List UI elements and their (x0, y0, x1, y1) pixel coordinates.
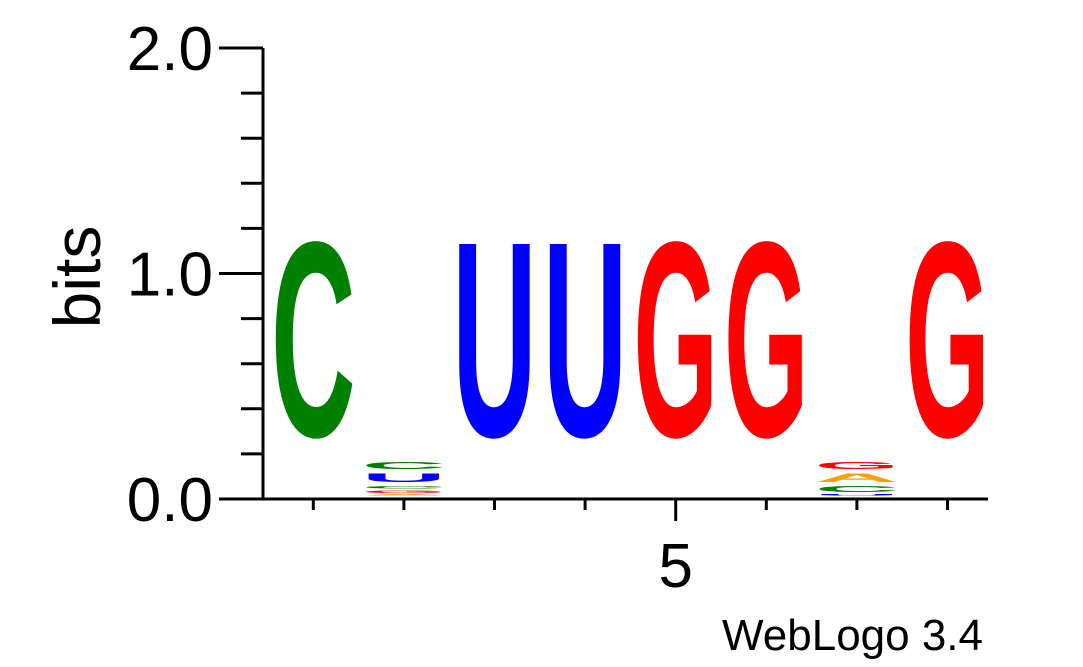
logo-letter-U: U (815, 494, 900, 496)
logo-column-5: G (633, 183, 718, 495)
y-axis-label: bits (40, 226, 114, 329)
logo-letter-G: G (815, 460, 900, 471)
y-tick-label: 2.0 (127, 15, 213, 84)
logo-column-3: U (452, 184, 537, 496)
logo-column-8: G (905, 183, 990, 495)
y-tick-label: 0.0 (127, 466, 213, 535)
y-tick-label: 1.0 (127, 241, 213, 310)
logo-letter-G: G (633, 183, 718, 495)
weblogo-watermark: WebLogo 3.4 (722, 611, 983, 660)
x-tick-label: 5 (658, 532, 692, 601)
logo-letter-C: C (815, 485, 900, 494)
logo-letter-G: G (362, 489, 447, 494)
logo-letter-C: C (362, 460, 447, 471)
x-ticks: 5 (311, 499, 949, 601)
logo-letter-U: U (362, 471, 447, 485)
axes: 0.0 1.0 2.0 5 (127, 15, 988, 601)
logo-letter-A: A (362, 494, 447, 496)
logo-column-6: G (724, 183, 809, 495)
logo-column-4: U (543, 184, 628, 496)
logo-letter-G: G (724, 183, 809, 495)
logo-letter-C: C (362, 485, 447, 490)
logo-letter-C: C (271, 184, 356, 496)
y-ticks: 0.0 1.0 2.0 (127, 15, 263, 535)
logo-letter-G: G (905, 183, 990, 495)
logo-column-1: C (271, 184, 356, 496)
logo-letter-U: U (452, 184, 537, 496)
logo-letter-U: U (543, 184, 628, 496)
logo-letter-A: A (815, 471, 900, 485)
